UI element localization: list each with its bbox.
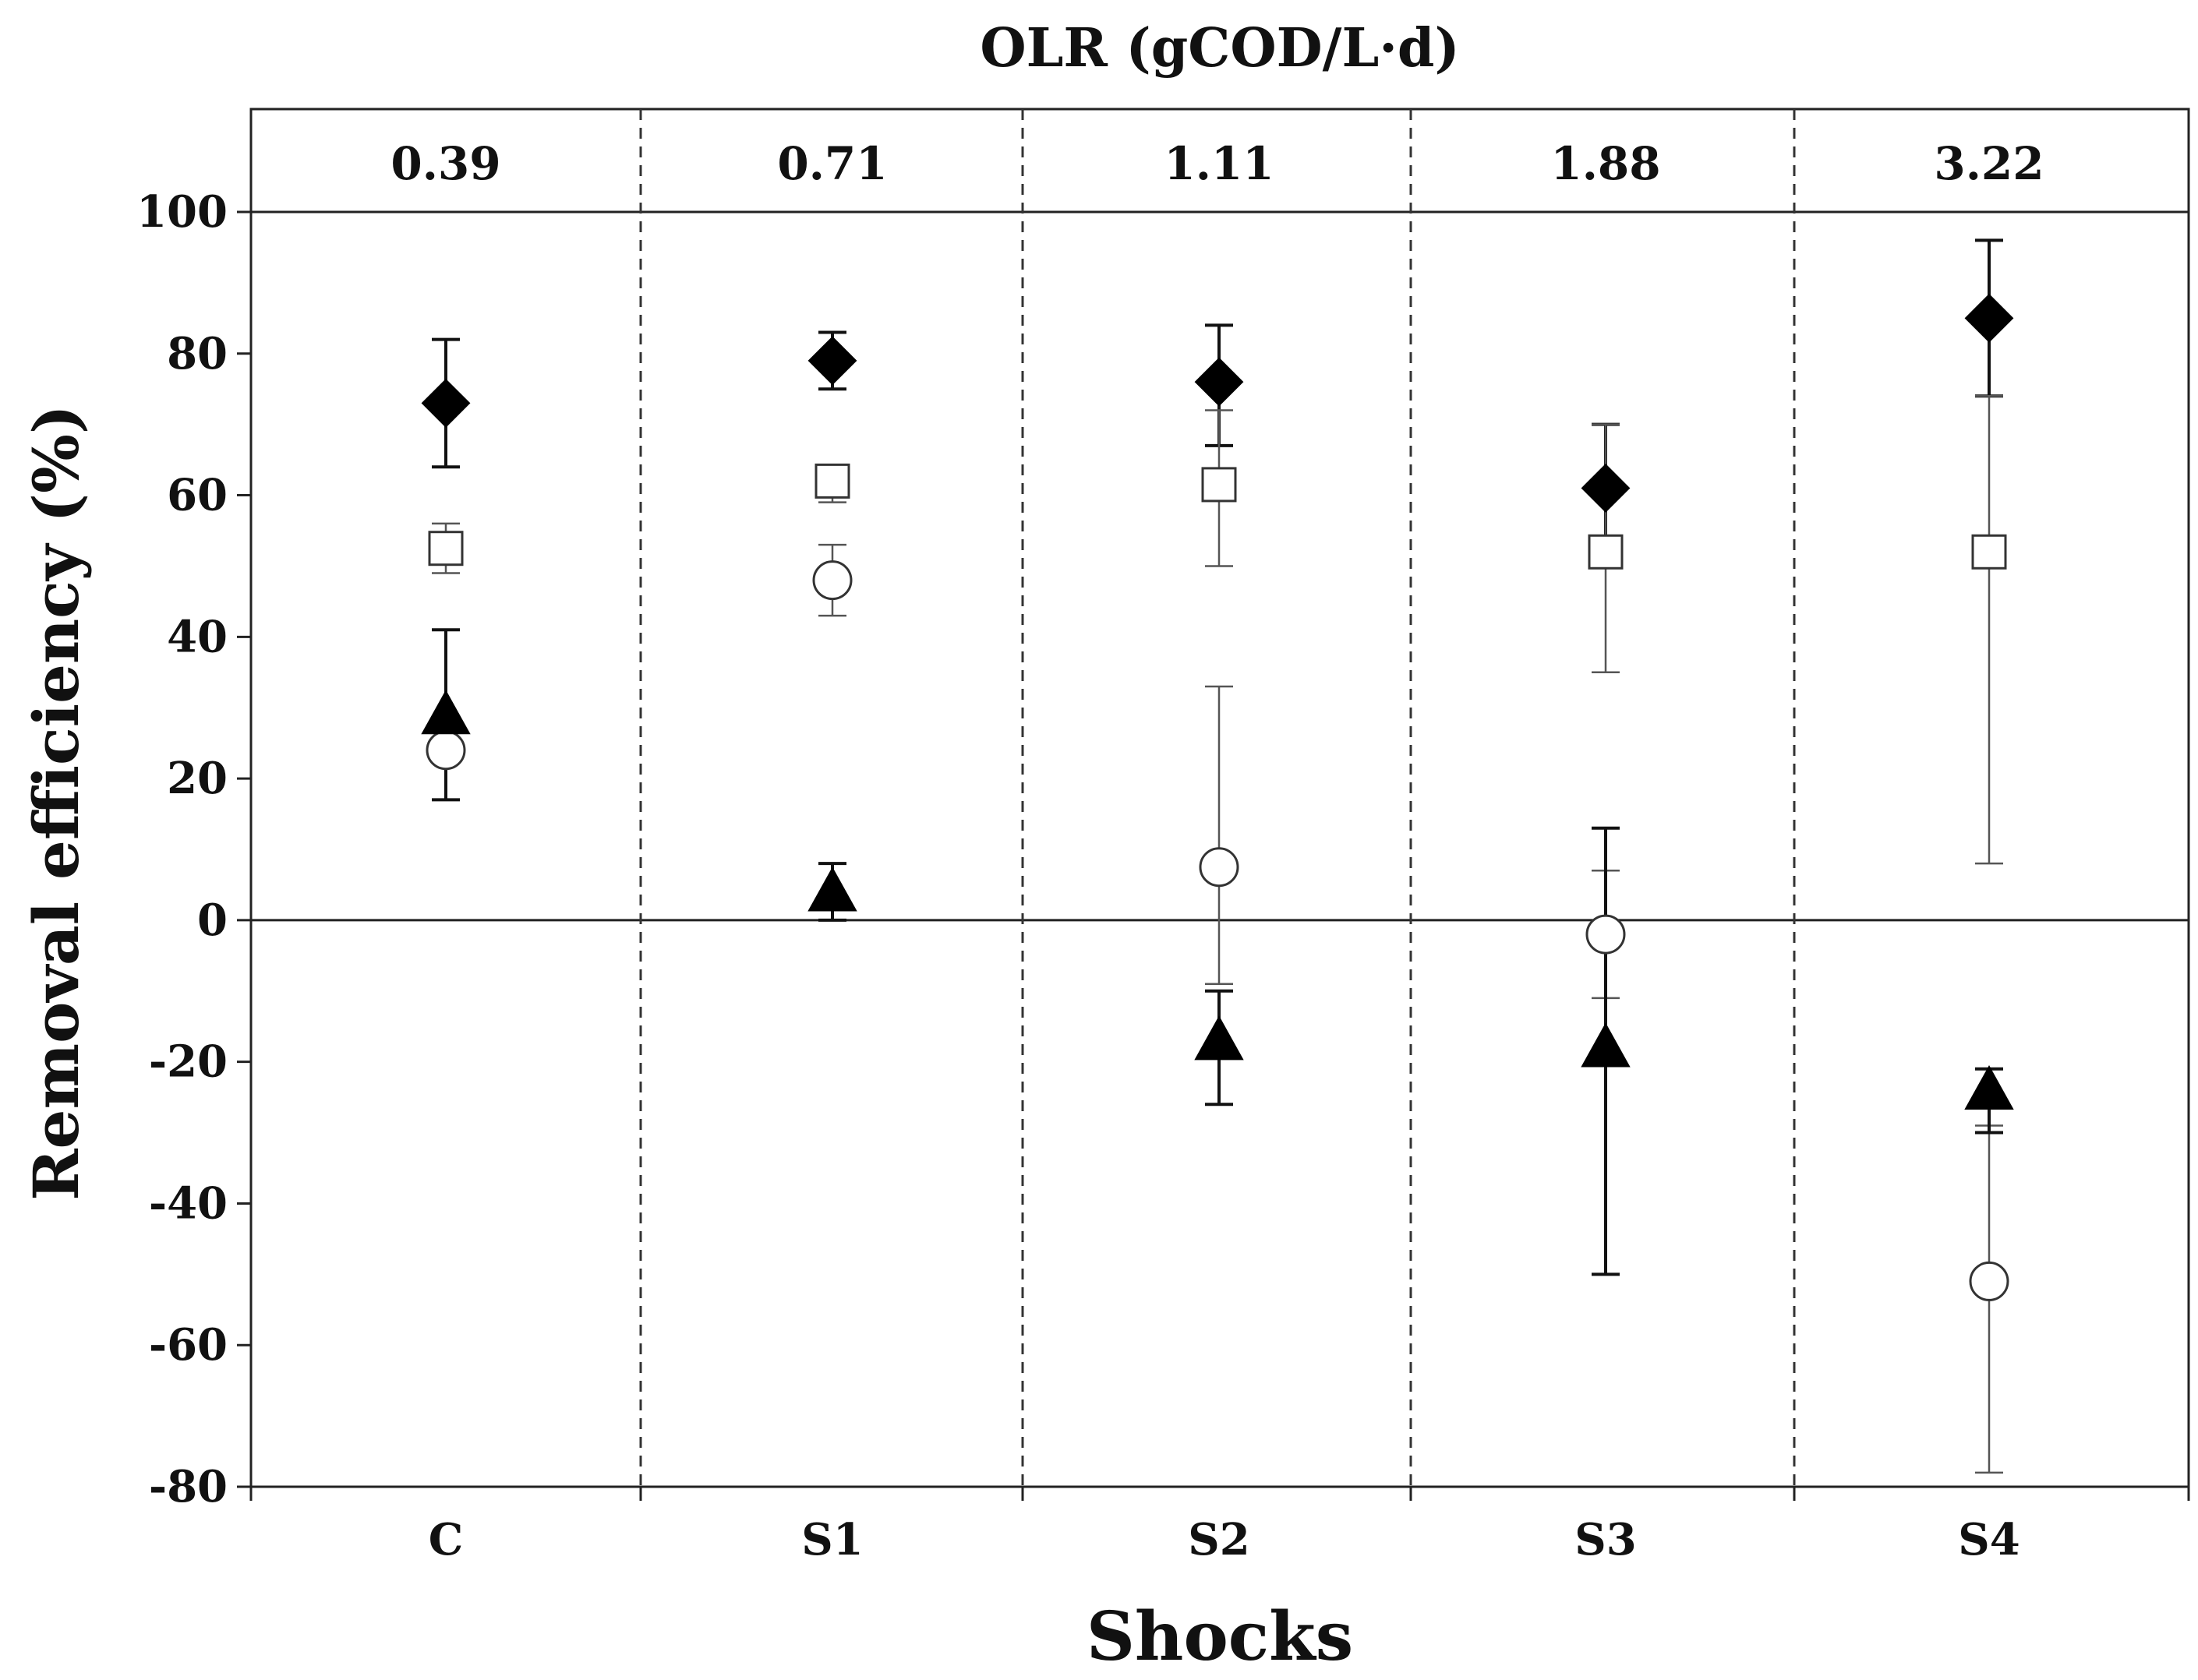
filled-diamond-point-s1 — [807, 336, 857, 386]
olr-value-c: 0.39 — [390, 137, 500, 190]
x-tick-label-s4: S4 — [1958, 1514, 2020, 1565]
open-square-point-s4 — [1971, 534, 2007, 570]
filled-triangle-point-s2 — [1194, 1015, 1244, 1061]
open-circle-point-s1 — [812, 560, 853, 601]
filled-triangle-point-c — [421, 690, 471, 735]
open-square-point-s3 — [1588, 534, 1624, 570]
open-square-point-s2 — [1201, 467, 1237, 503]
x-axis-title: Shocks — [1087, 1597, 1353, 1676]
filled-diamond-point-c — [421, 378, 471, 428]
x-tick-label-s2: S2 — [1188, 1514, 1249, 1565]
filled-triangle-point-s1 — [807, 866, 857, 912]
y-tick-label: 0 — [197, 895, 228, 946]
y-tick-label: -40 — [149, 1177, 228, 1229]
filled-triangle-point-s3 — [1581, 1022, 1631, 1068]
category-separators — [639, 109, 1796, 1487]
y-tick-label: 40 — [167, 611, 228, 662]
x-tick-label-s1: S1 — [801, 1514, 863, 1565]
filled-diamond-point-s3 — [1581, 464, 1631, 513]
y-axis-title: Removal efficiency (%) — [19, 404, 93, 1201]
filled-diamond-point-s2 — [1194, 357, 1244, 407]
filled-triangle-point-s4 — [1964, 1064, 2014, 1110]
plot-border — [249, 108, 2190, 1488]
y-tick-label: -60 — [149, 1319, 228, 1371]
olr-value-s3: 1.88 — [1550, 137, 1660, 190]
x-tick-label-c: C — [429, 1514, 464, 1565]
open-circle-point-s4 — [1969, 1261, 2009, 1301]
data-markers — [421, 293, 2014, 1301]
open-circle-point-s2 — [1199, 847, 1239, 888]
olr-value-s2: 1.11 — [1164, 137, 1274, 190]
open-circle-point-c — [426, 730, 466, 771]
y-tick-label: -20 — [149, 1036, 228, 1088]
y-tick-label: -80 — [149, 1461, 228, 1512]
chart-labels: OLR (gCOD/L·d) Shocks Removal efficiency… — [19, 17, 2044, 1676]
olr-value-s1: 0.71 — [777, 137, 887, 190]
olr-value-s4: 3.22 — [1934, 137, 2044, 190]
y-tick-label: 60 — [167, 470, 228, 521]
open-square-point-c — [428, 531, 464, 566]
filled-diamond-point-s4 — [1964, 293, 2014, 343]
y-tick-label: 100 — [136, 186, 228, 238]
x-tick-label-s3: S3 — [1574, 1514, 1636, 1565]
open-square-point-s1 — [815, 463, 850, 499]
open-circle-point-s3 — [1585, 914, 1626, 955]
chart-frame — [237, 108, 2190, 1501]
chart-title: OLR (gCOD/L·d) — [980, 17, 1459, 79]
y-tick-label: 80 — [167, 328, 228, 379]
y-tick-label: 20 — [167, 753, 228, 804]
